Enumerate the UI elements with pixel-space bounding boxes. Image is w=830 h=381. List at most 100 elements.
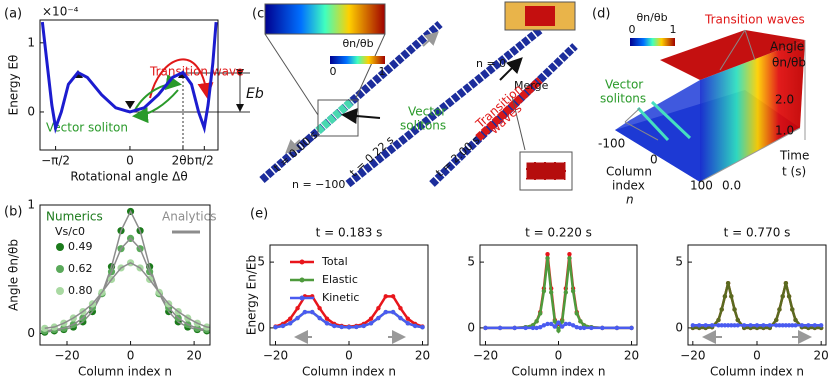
inset-core: [525, 161, 567, 181]
data-point: [786, 294, 792, 299]
axes-frame: [269, 244, 429, 346]
x-axis-label: Rotational angle Δθ: [70, 170, 187, 184]
axes-frame: [39, 19, 219, 151]
panel-a-decor: Transition wave Vector soliton Eb ×10⁻⁴: [42, 5, 264, 150]
data-point: [767, 323, 773, 328]
annotation: Transition wave: [149, 65, 244, 79]
y-tick-label: 0: [27, 104, 35, 118]
data-point: [295, 315, 300, 321]
soliton-ridge: [636, 100, 692, 142]
y-tick-label: 5: [675, 255, 683, 269]
legend-title: Vs/c0: [55, 225, 85, 238]
data-point: [310, 309, 315, 315]
data-point: [725, 280, 731, 286]
axes-frame: [39, 204, 211, 346]
x-tick-label: −20: [263, 349, 288, 363]
data-point: [574, 325, 579, 330]
data-point: [793, 317, 798, 323]
colorbar-title: θn/θb: [342, 37, 373, 50]
data-point: [567, 321, 572, 327]
data-point: [541, 323, 547, 328]
data-point: [288, 316, 293, 321]
y-tick-label: 0: [467, 320, 475, 334]
legend-label: Kinetic: [322, 291, 359, 304]
axis-frame: [699, 127, 801, 183]
x-tick-label: 0: [753, 349, 761, 363]
annotation: Eb: [246, 86, 264, 102]
y-axis-label: Energy En/Eb: [245, 255, 259, 335]
axis-tick: 100: [690, 179, 713, 193]
chain: [345, 26, 543, 188]
data-point: [559, 319, 565, 324]
legend-marker: [56, 265, 64, 273]
data-point: [548, 321, 554, 327]
y-tick-label: 0: [257, 320, 265, 334]
x-tick-label: −20: [680, 349, 705, 363]
axis-label: t (s): [782, 165, 806, 179]
data-point: [483, 325, 488, 331]
surface-wave: [700, 40, 805, 182]
state-markers: [73, 70, 188, 109]
legend-label: Elastic: [322, 273, 358, 286]
subplot-title: t = 0.220 s: [525, 226, 592, 240]
data-point: [541, 288, 547, 294]
analytic-curve: [44, 237, 210, 332]
data-point: [790, 323, 795, 328]
data-point: [538, 311, 543, 316]
x-tick-label: 20: [814, 349, 829, 363]
legend-label: 0.80: [68, 284, 93, 297]
data-point: [722, 323, 728, 328]
data-point: [754, 323, 760, 328]
data-point: [783, 323, 789, 328]
data-point: [552, 319, 558, 324]
energy-line: [692, 282, 822, 330]
energy-curve: [40, 21, 218, 134]
data-point: [534, 319, 539, 324]
plot-area: [273, 294, 425, 330]
panel-label: (d): [592, 7, 610, 22]
soliton-segment: [315, 98, 355, 134]
surface-side: [615, 80, 700, 182]
data-point: [383, 294, 388, 299]
data-point: [774, 317, 779, 323]
axis-label: Angle: [770, 40, 804, 54]
data-point: [703, 323, 708, 328]
y-tick-label: 0: [675, 320, 683, 334]
data-point: [405, 321, 410, 326]
data-point: [361, 323, 366, 329]
data-point: [716, 317, 721, 323]
x-tick-label: 0: [555, 349, 563, 363]
data-point: [790, 307, 795, 312]
data-point: [567, 252, 572, 257]
data-point: [570, 288, 576, 294]
data-point: [786, 323, 792, 328]
annotation: Merge: [514, 79, 549, 92]
data-point: [735, 323, 740, 328]
x-tick-label: 20: [186, 349, 201, 363]
data-point: [709, 323, 715, 328]
legend-marker: [56, 243, 64, 251]
subplot-title: t = 0.770 s: [724, 226, 791, 240]
annotation: t = 0.00 s: [271, 128, 320, 174]
transition-arrow: [149, 58, 214, 99]
data-point: [812, 323, 817, 328]
surface-top: [660, 30, 805, 80]
annotation: t = 2.00 s: [433, 133, 482, 179]
axis-tick: -100: [598, 137, 625, 151]
data-point: [725, 323, 731, 328]
soliton-arrow: [132, 89, 179, 124]
data-point: [722, 294, 728, 299]
axis-label: Time: [779, 149, 809, 163]
plot-area: [483, 252, 634, 334]
x-tick-label: 0: [126, 154, 134, 168]
plot-area: [41, 207, 210, 336]
inset: [264, 3, 386, 35]
data-point: [729, 294, 734, 299]
x-tick-label: 0: [127, 349, 135, 363]
data-point: [390, 294, 396, 299]
colorbar: [630, 38, 675, 46]
y-axis-label: Angle θn/θb: [7, 239, 21, 311]
data-point: [716, 323, 721, 328]
data-point: [280, 323, 286, 329]
data-point: [383, 309, 388, 315]
